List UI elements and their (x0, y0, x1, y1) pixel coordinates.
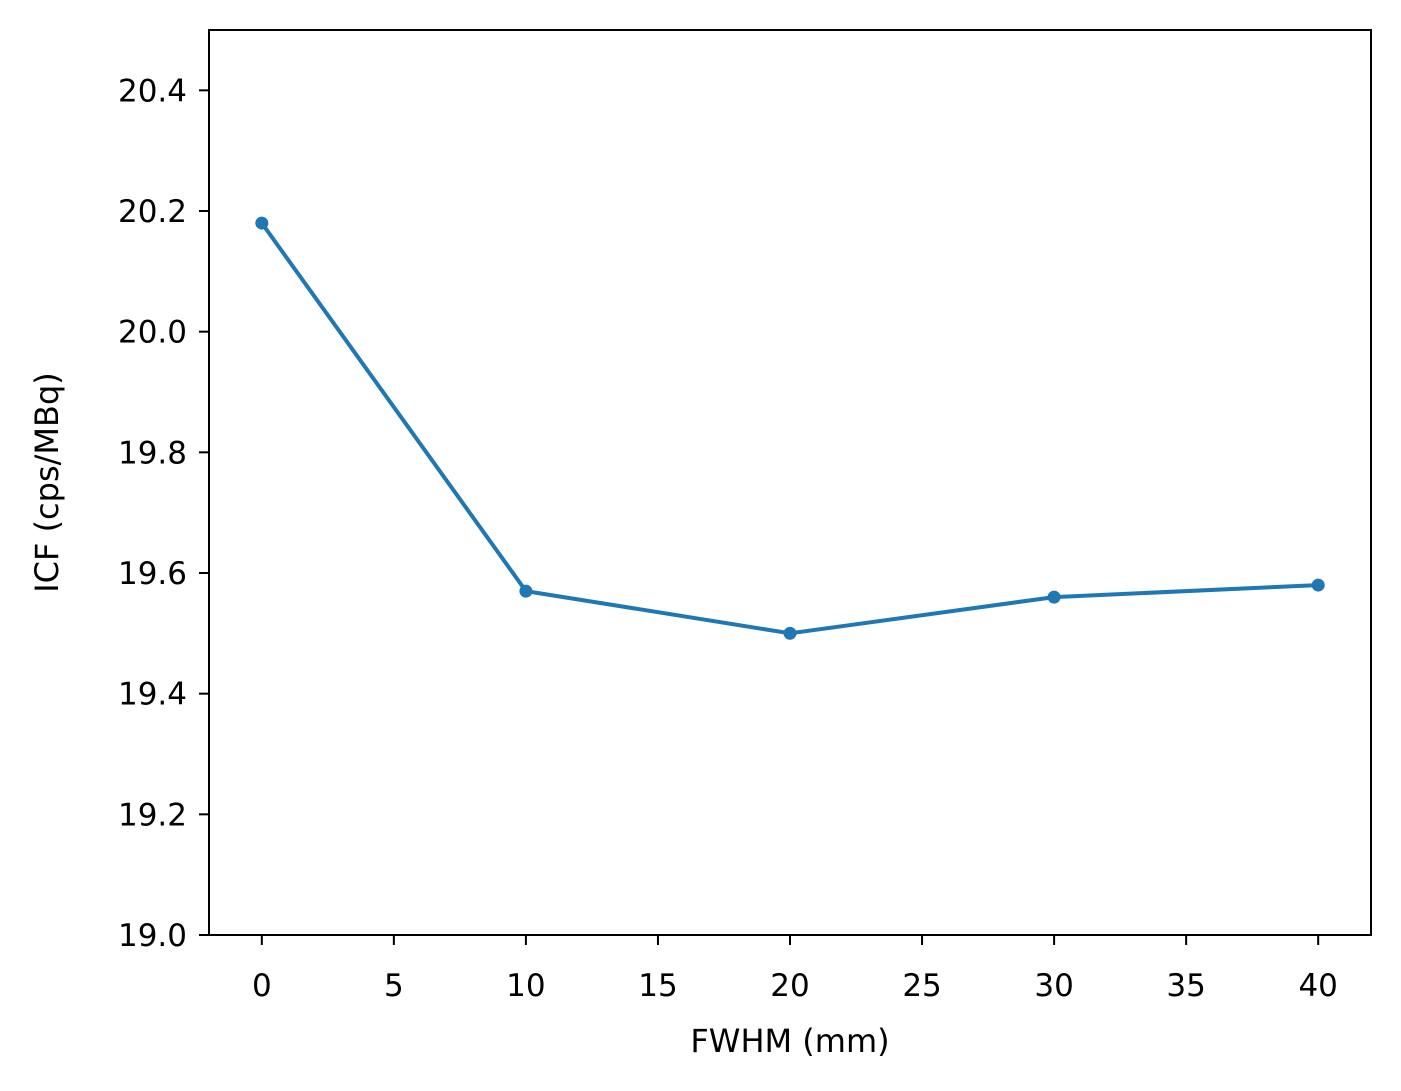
y-tick-label: 19.2 (118, 797, 187, 833)
x-tick-label: 20 (770, 968, 809, 1004)
x-axis-label: FWHM (mm) (690, 1022, 889, 1060)
data-point (783, 626, 797, 640)
series-layer (255, 216, 1325, 640)
data-point (1047, 590, 1061, 604)
data-point (255, 216, 269, 230)
y-tick-label: 19.8 (118, 435, 187, 471)
y-tick-label: 20.0 (118, 315, 187, 351)
ticks-layer: 0 5 10 15 20 25 30 35 40 19.0 19.2 19.4 19.6 19.8 20.0… (118, 73, 1338, 1004)
y-tick-label: 20.2 (118, 194, 187, 230)
y-tick-label: 19.4 (118, 677, 187, 713)
y-tick-label: 19.6 (118, 556, 187, 592)
x-tick-label: 10 (506, 968, 545, 1004)
x-tick-label: 35 (1166, 968, 1205, 1004)
y-axis-label: ICF (cps/MBq) (28, 372, 66, 593)
x-tick-label: 15 (638, 968, 677, 1004)
x-tick-label: 5 (384, 968, 404, 1004)
x-tick-label: 40 (1298, 968, 1337, 1004)
x-tick-label: 0 (252, 968, 272, 1004)
data-point (1311, 578, 1325, 592)
series-line (259, 220, 1321, 636)
y-tick-label: 20.4 (118, 73, 187, 109)
y-tick-label: 19.0 (118, 918, 187, 954)
data-point (519, 584, 533, 598)
x-tick-label: 25 (902, 968, 941, 1004)
x-tick-label: 30 (1034, 968, 1073, 1004)
plot-frame (208, 29, 1372, 936)
